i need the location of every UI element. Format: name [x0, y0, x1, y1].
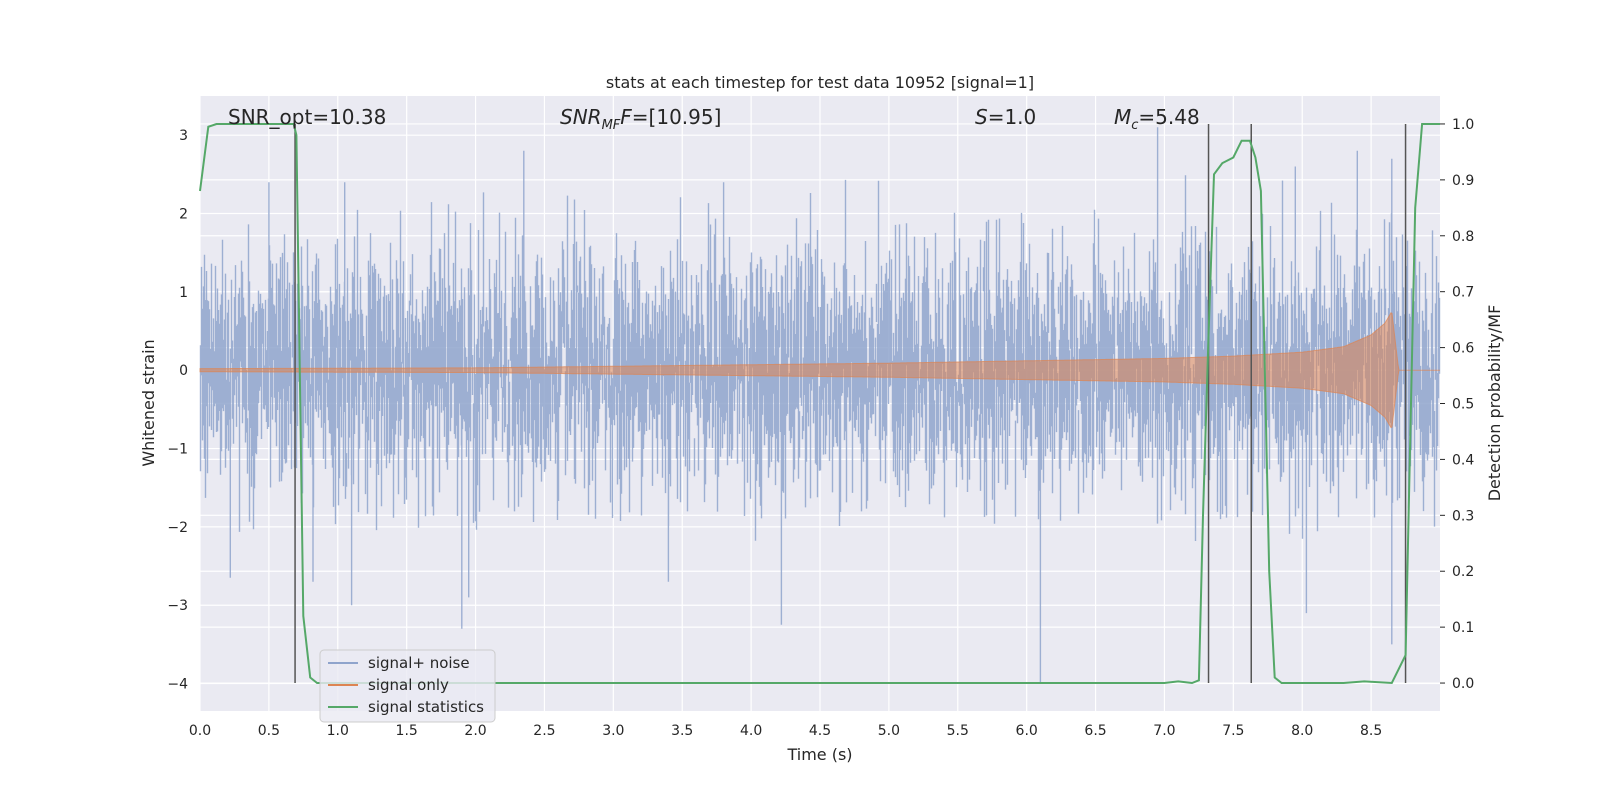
y-axis-label: Whitened strain — [139, 339, 158, 466]
annotation-snr-opt: SNR_opt=10.38 — [228, 105, 386, 129]
chart-title: stats at each timestep for test data 109… — [606, 73, 1034, 92]
legend-label-signal-statistics: signal statistics — [368, 698, 484, 716]
y2-tick-label: 0.0 — [1452, 676, 1474, 692]
x-tick-label: 4.5 — [809, 723, 831, 739]
x-tick-label: 8.0 — [1291, 723, 1313, 739]
y2-tick-label: 0.3 — [1452, 508, 1474, 524]
y-tick-label: −2 — [167, 520, 188, 536]
x-tick-label: 0.0 — [189, 723, 211, 739]
y-tick-label: 0 — [179, 363, 188, 379]
x-tick-label: 0.5 — [258, 723, 280, 739]
x-tick-label: 3.5 — [671, 723, 693, 739]
x-tick-label: 4.0 — [740, 723, 762, 739]
y-tick-label: −4 — [167, 677, 188, 693]
x-tick-label: 7.5 — [1222, 723, 1244, 739]
y2-tick-label: 0.6 — [1452, 341, 1474, 357]
y-tick-label: 1 — [179, 285, 188, 301]
vertical-markers — [294, 123, 1407, 684]
annotation-s-value: =1.0 — [988, 105, 1037, 129]
annotation-s-main: S — [975, 105, 988, 129]
annotation-mc-main: M — [1114, 105, 1131, 129]
series-signal-only — [199, 312, 1440, 429]
annotation-snr-mf-main: SNR — [560, 105, 602, 129]
x-axis-label: Time (s) — [786, 745, 852, 764]
y-tick-label: −1 — [167, 442, 188, 458]
annotation-snr-mf-value: =[10.95] — [632, 105, 722, 129]
x-tick-label: 6.5 — [1084, 723, 1106, 739]
x-tick-label: 5.5 — [947, 723, 969, 739]
legend: signal+ noise signal only signal statist… — [319, 649, 496, 723]
y2-tick-label: 0.7 — [1452, 285, 1474, 301]
annotation-mc-sub: c — [1131, 118, 1138, 133]
y2-tick-label: 0.2 — [1452, 564, 1474, 580]
x-tick-label: 1.0 — [327, 723, 349, 739]
y2-tick-label: 0.8 — [1452, 229, 1474, 245]
y2-tick-label: 1.0 — [1452, 117, 1474, 133]
x-tick-labels: 0.0 0.5 1.0 1.5 2.0 2.5 3.0 3.5 4.0 4.5 5.0 5.5 6.0 6… — [189, 723, 1382, 739]
x-tick-label: 6.0 — [1016, 723, 1038, 739]
y-tick-label: 2 — [179, 207, 188, 223]
y-tick-label: 3 — [179, 128, 188, 144]
annotation-mc-value: =5.48 — [1138, 105, 1199, 129]
y2-tick-label: 0.9 — [1452, 173, 1474, 189]
y2-tick-label: 0.5 — [1452, 397, 1474, 413]
legend-label-signal-only: signal only — [368, 676, 449, 694]
x-tick-label: 3.0 — [602, 723, 624, 739]
signal-only-trace — [199, 312, 1440, 429]
annotation-snr-mf: SNRMFF=[10.95] — [560, 105, 721, 133]
y-tick-labels: 3 2 1 0 −1 −2 −3 −4 — [167, 128, 188, 692]
x-tick-label: 1.5 — [396, 723, 418, 739]
annotation-s: S=1.0 — [975, 105, 1036, 129]
legend-box — [319, 649, 496, 723]
y-tick-label: −3 — [167, 598, 188, 614]
x-tick-label: 2.5 — [533, 723, 555, 739]
x-tick-label: 7.0 — [1153, 723, 1175, 739]
x-tick-label: 2.0 — [464, 723, 486, 739]
signal-statistics-line — [199, 123, 1440, 685]
y2-tick-label: 0.1 — [1452, 620, 1474, 636]
y2-axis-label: Detection probability/MF — [1485, 305, 1504, 502]
x-tick-label: 5.0 — [878, 723, 900, 739]
x-tick-label: 8.5 — [1360, 723, 1382, 739]
y2-tick-labels: 1.0 0.9 0.8 0.7 0.6 0.5 0.4 0.3 0.2 0.1 0.0 — [1440, 117, 1474, 692]
legend-label-signal-noise: signal+ noise — [368, 654, 470, 672]
annotation-snr-mf-sub: MF — [602, 118, 621, 133]
y2-tick-label: 0.4 — [1452, 452, 1474, 468]
series-signal-statistics — [199, 123, 1440, 685]
annotation-mc: Mc=5.48 — [1114, 105, 1200, 133]
